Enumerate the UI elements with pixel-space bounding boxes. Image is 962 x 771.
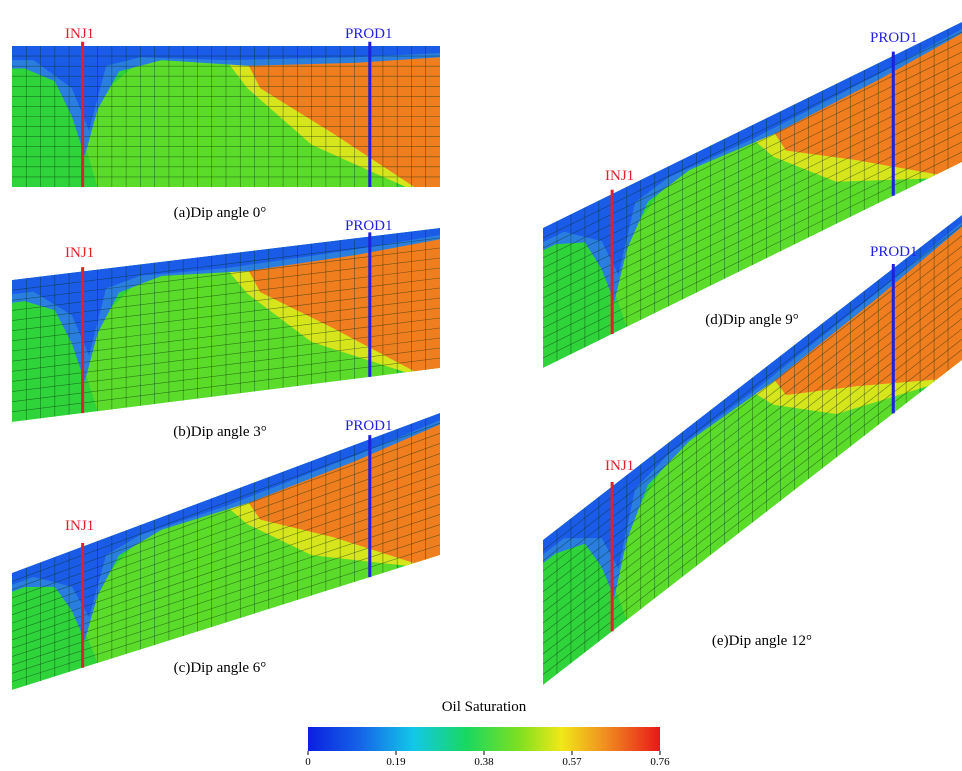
saturation-field xyxy=(773,227,962,395)
colorbar-tick-label: 0.38 xyxy=(474,756,494,766)
page: {"panels": [ {"injector": "INJ1", "produ… xyxy=(0,0,962,766)
panel-caption: (e)Dip angle 12° xyxy=(712,633,812,649)
panel-caption: (a)Dip angle 0° xyxy=(174,205,267,221)
panel-body xyxy=(12,413,440,690)
producer-label: PROD1 xyxy=(345,418,393,434)
colorbar xyxy=(308,727,660,751)
injector-label: INJ1 xyxy=(65,26,94,42)
figure: Oil Saturation INJ1 PROD1 (a)Dip angle 0° I… xyxy=(0,0,962,766)
colorbar-tick-label: 0 xyxy=(305,756,311,766)
grid-cell-line xyxy=(543,319,962,644)
injector-label: INJ1 xyxy=(65,245,94,261)
injector-label: INJ1 xyxy=(605,168,634,184)
colorbar-tick-label: 0.76 xyxy=(650,756,670,766)
injector-label: INJ1 xyxy=(65,518,94,534)
reservoir-panel xyxy=(12,42,440,187)
panel-caption: (b)Dip angle 3° xyxy=(173,424,266,440)
producer-label: PROD1 xyxy=(345,26,393,42)
panel-caption: (c)Dip angle 6° xyxy=(174,660,267,676)
producer-label: PROD1 xyxy=(870,244,918,260)
producer-label: PROD1 xyxy=(870,30,918,46)
colorbar-title: Oil Saturation xyxy=(442,699,527,715)
colorbar-tick-label: 0.19 xyxy=(386,756,406,766)
reservoir-panel xyxy=(12,413,440,690)
panel-body xyxy=(12,46,440,187)
colorbar-tick-label: 0.57 xyxy=(562,756,582,766)
producer-label: PROD1 xyxy=(345,218,393,234)
injector-label: INJ1 xyxy=(605,458,634,474)
panel-caption: (d)Dip angle 9° xyxy=(705,312,798,328)
